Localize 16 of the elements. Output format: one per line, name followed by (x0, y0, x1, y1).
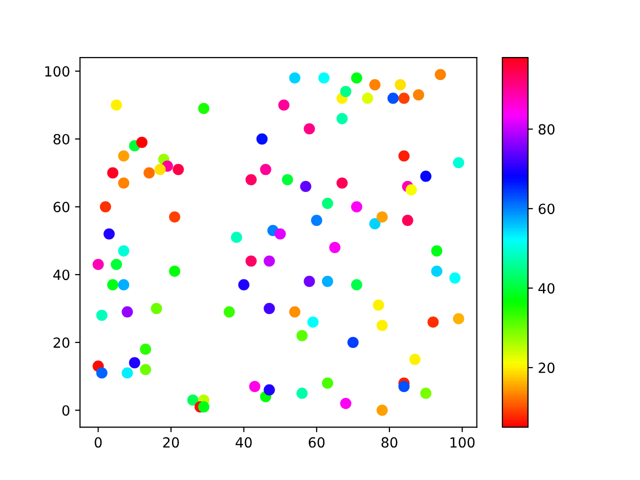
x-tick-label: 0 (94, 437, 102, 448)
y-tick-label: 60 (54, 202, 70, 212)
y-tick-label: 80 (54, 134, 70, 144)
x-tick-label: 20 (163, 437, 179, 448)
x-tick-label: 80 (382, 437, 398, 448)
y-tick-label: 40 (53, 270, 70, 280)
y-tick-label: 0 (62, 405, 70, 416)
color-bar-label: 80 (538, 124, 554, 135)
color-bar-label: 60 (538, 204, 554, 214)
y-tick-label: 100 (45, 66, 70, 77)
y-tick-label: 20 (54, 337, 70, 348)
x-tick-label: 100 (450, 437, 475, 448)
color-bar-label: 40 (538, 283, 554, 294)
color-bar-label: 20 (538, 362, 554, 374)
x-tick-label: 40 (236, 437, 252, 448)
x-tick-label: 60 (308, 437, 325, 448)
